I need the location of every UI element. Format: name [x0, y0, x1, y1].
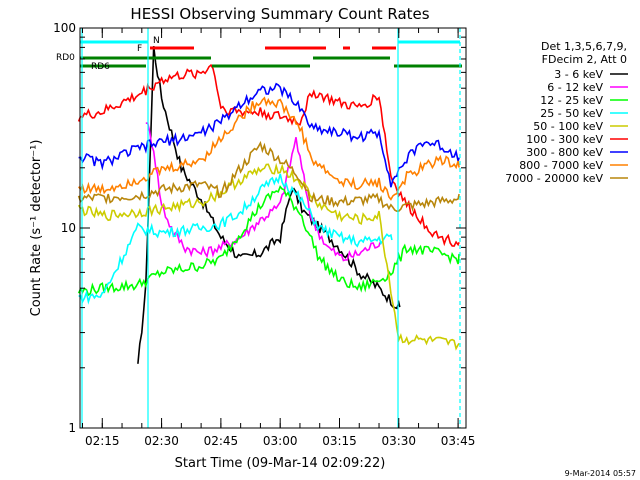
legend-label: 300 - 800 keV: [526, 146, 603, 159]
legend-header: Det 1,3,5,6,7,9,: [541, 40, 627, 53]
series-line: [78, 82, 460, 188]
x-axis-label: Start Time (09-Mar-14 02:09:22): [175, 456, 386, 471]
legend-label: 12 - 25 keV: [540, 94, 603, 107]
x-tick-label: 03:30: [381, 434, 416, 448]
series-line: [77, 96, 460, 201]
series-line: [137, 46, 401, 364]
x-tick-label: 03:15: [322, 434, 357, 448]
series-line: [78, 173, 393, 305]
chart-title: HESSI Observing Summary Count Rates: [130, 5, 429, 23]
legend-label: 25 - 50 keV: [540, 107, 603, 120]
x-tick-label: 02:30: [144, 434, 179, 448]
flag-bars: RD0 RD6 F N: [56, 28, 462, 428]
series-line: [145, 122, 381, 262]
series-line: [77, 185, 460, 297]
legend-label: 3 - 6 keV: [554, 68, 603, 81]
x-tick-label: 02:45: [204, 434, 239, 448]
series-layer: [77, 46, 460, 364]
x-tick-label: 02:15: [85, 434, 120, 448]
legend-label: 100 - 300 keV: [526, 133, 603, 146]
flag-label-rd0: RD0: [56, 53, 75, 63]
axis-ticks: 02:15 02:30 02:45 03:00 03:15 03:30 03:45 1 10 10…: [53, 21, 475, 448]
y-axis-label: Count Rate (s⁻¹ detector⁻¹): [29, 140, 44, 317]
legend-label: 800 - 7000 keV: [519, 159, 603, 172]
y-tick-label: 100: [53, 21, 76, 35]
y-tick-label: 10: [61, 221, 76, 235]
legend: Det 1,3,5,6,7,9,FDecim 2, Att 0 3 - 6 keV…: [505, 40, 628, 185]
flag-label-n: N: [153, 36, 160, 46]
series-line: [77, 63, 460, 247]
series-line: [77, 162, 460, 351]
legend-label: 7000 - 20000 keV: [505, 172, 603, 185]
flag-label-rd6: RD6: [91, 62, 110, 72]
footer-date: 9-Mar-2014 05:57: [565, 469, 636, 478]
legend-header: FDecim 2, Att 0: [542, 53, 627, 66]
legend-label: 6 - 12 keV: [547, 81, 603, 94]
series-line: [77, 140, 460, 213]
y-tick-label: 1: [68, 421, 76, 435]
x-tick-label: 03:45: [441, 434, 476, 448]
x-tick-label: 03:00: [263, 434, 298, 448]
flag-label-f: F: [137, 44, 142, 54]
legend-label: 50 - 100 keV: [533, 120, 603, 133]
